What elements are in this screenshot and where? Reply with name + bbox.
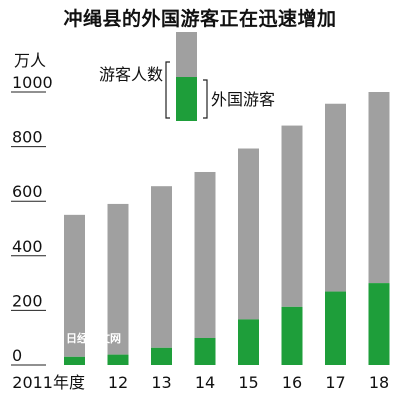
y-tick-label-2: 400 xyxy=(12,237,43,256)
x-tick-label-5: 16 xyxy=(282,373,302,392)
y-tick-label-5: 1000 xyxy=(12,73,53,92)
bar-foreign-7 xyxy=(368,283,390,365)
bar-total-5 xyxy=(281,125,303,307)
bar-foreign-5 xyxy=(281,306,303,365)
legend-bracket-total xyxy=(165,61,170,119)
legend-swatch-foreign xyxy=(176,77,197,121)
y-unit-label: 万人 xyxy=(14,51,46,70)
y-tick-label-1: 200 xyxy=(12,291,43,310)
x-tick-label-4: 15 xyxy=(238,373,258,392)
y-tick-label-4: 800 xyxy=(12,128,43,147)
x-tick-label-3: 14 xyxy=(195,373,215,392)
legend-label-foreign: 外国游客 xyxy=(211,90,275,109)
chart-title: 冲绳县的外国游客正在迅速增加 xyxy=(63,8,337,30)
watermark-text: 日经中文网 xyxy=(66,331,121,345)
bar-foreign-1 xyxy=(107,354,129,365)
bar-total-7 xyxy=(368,92,390,284)
bar-total-3 xyxy=(194,171,216,338)
bar-foreign-4 xyxy=(238,319,259,365)
watermark: 日经中文网 xyxy=(66,331,121,345)
bar-group xyxy=(64,92,390,365)
bar-foreign-3 xyxy=(194,337,216,365)
legend-swatch-total xyxy=(176,32,197,77)
bar-foreign-6 xyxy=(325,291,346,365)
legend-bracket-foreign xyxy=(203,79,208,119)
bar-total-6 xyxy=(325,103,346,292)
x-axis: 2011年度 12 13 14 15 16 17 18 xyxy=(12,373,389,392)
bar-total-1 xyxy=(107,203,129,355)
bar-foreign-2 xyxy=(151,347,172,365)
bar-total-2 xyxy=(151,186,172,348)
x-tick-label-6: 17 xyxy=(325,373,345,392)
legend-label-total: 游客人数 xyxy=(99,65,163,84)
x-tick-label-2: 13 xyxy=(151,373,171,392)
bar-foreign-0 xyxy=(64,356,85,365)
y-tick-label-3: 600 xyxy=(12,182,43,201)
x-tick-label-1: 12 xyxy=(108,373,128,392)
x-tick-label-7: 18 xyxy=(369,373,389,392)
x-tick-label-0: 2011年度 xyxy=(12,373,85,392)
y-tick-label-0: 0 xyxy=(12,346,22,365)
bar-total-0 xyxy=(64,214,85,357)
bar-total-4 xyxy=(238,148,259,320)
y-axis: 0 200 400 600 800 1000 万人 xyxy=(11,51,53,366)
